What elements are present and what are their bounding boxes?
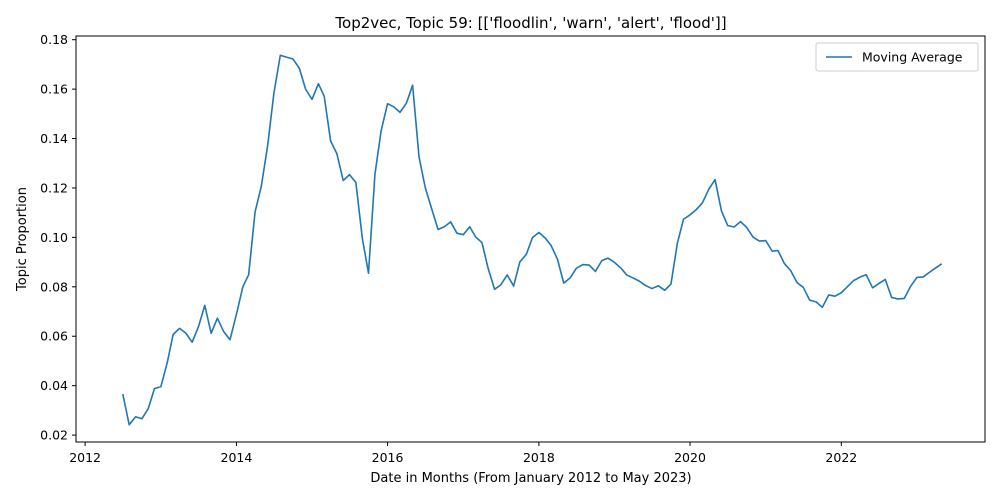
y-axis-label: Topic Proportion [15,187,30,292]
y-tick-label: 0.18 [40,32,68,47]
chart-title: Top2vec, Topic 59: [['floodlin', 'warn',… [334,14,726,32]
y-tick-label: 0.02 [40,428,68,443]
series-line-moving-average [122,54,943,426]
series-layer [122,54,943,426]
plot-area [75,35,986,443]
x-tick-label: 2022 [825,450,857,465]
legend-entry-label: Moving Average [862,50,963,65]
x-axis-label: Date in Months (From January 2012 to May… [370,471,691,486]
y-tick-label: 0.14 [40,131,68,146]
y-tick-label: 0.04 [40,378,68,393]
x-tick-label: 2020 [674,450,706,465]
x-tick-label: 2018 [523,450,555,465]
x-tick-label: 2014 [221,450,253,465]
y-tick-label: 0.06 [40,329,68,344]
x-axis: 2012 2014 2016 2018 2020 2022 [69,442,857,465]
legend-box [815,42,979,72]
plot-frame [75,35,986,443]
y-tick-label: 0.16 [40,82,68,97]
legend: Moving Average [815,42,979,72]
y-axis: 0.02 0.04 0.06 0.08 0.10 0.12 0.14 0.16 0.18 [40,32,76,443]
y-tick-label: 0.10 [40,230,68,245]
x-tick-label: 2012 [69,450,101,465]
y-tick-label: 0.08 [40,279,68,294]
x-tick-label: 2016 [372,450,404,465]
y-tick-label: 0.12 [40,180,68,195]
